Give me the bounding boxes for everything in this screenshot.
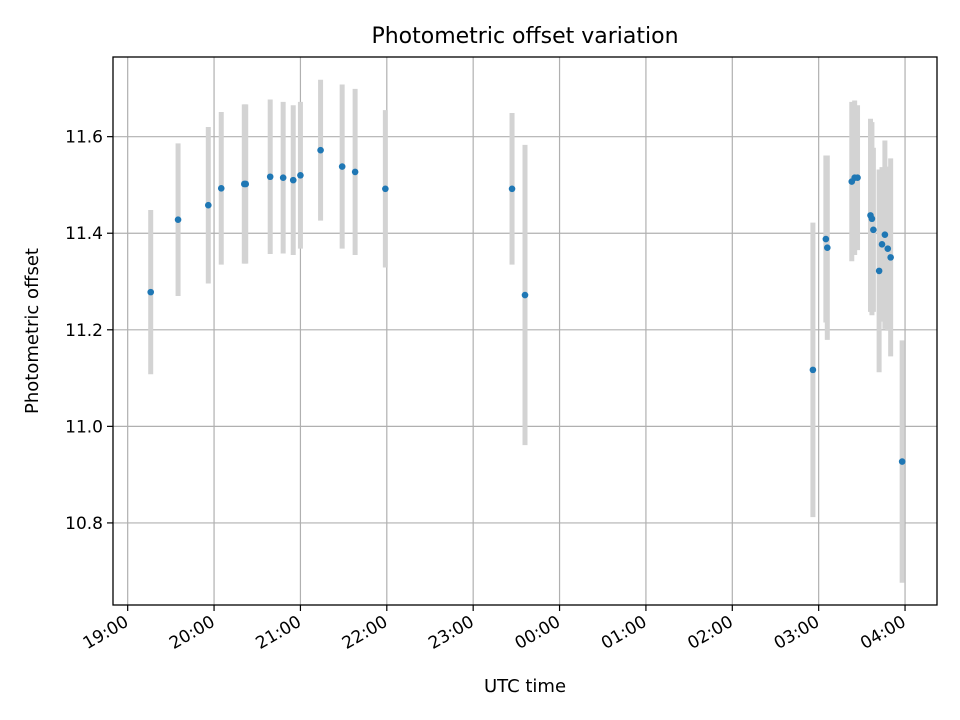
data-point: [351, 168, 359, 176]
x-tick-label: 03:00: [771, 612, 823, 654]
data-point: [174, 216, 182, 224]
error-bars: [148, 79, 905, 583]
x-tick-label: 20:00: [166, 612, 218, 654]
data-point: [878, 241, 886, 248]
data-point: [266, 173, 274, 181]
data-point: [875, 267, 883, 275]
data-point: [242, 180, 250, 188]
x-tick-label: 19:00: [80, 612, 132, 654]
y-tick-label: 11.4: [65, 224, 103, 244]
data-point: [854, 174, 861, 182]
data-point: [508, 185, 516, 193]
y-axis-label: Photometric offset: [22, 248, 43, 414]
x-tick-label: 21:00: [252, 612, 304, 654]
x-tick-label: 23:00: [425, 612, 477, 654]
data-point: [898, 458, 906, 465]
data-point: [868, 215, 876, 223]
x-tick-label: 01:00: [598, 612, 650, 654]
data-points: [147, 146, 906, 465]
x-axis-label: UTC time: [484, 676, 566, 697]
x-axis-ticks: 19:00 20:00 21:00 22:00 23:00 00:00 01:00 02:00…: [80, 605, 910, 654]
data-point: [317, 146, 324, 154]
x-tick-label: 22:00: [339, 612, 391, 654]
data-point: [870, 226, 877, 234]
data-point: [147, 288, 155, 296]
data-point: [338, 163, 346, 170]
data-point: [297, 171, 304, 179]
data-point: [382, 185, 389, 193]
data-point: [809, 366, 817, 374]
data-point: [279, 174, 287, 182]
data-point: [887, 254, 894, 261]
data-point: [217, 185, 225, 192]
data-point: [289, 176, 297, 184]
data-point: [822, 235, 830, 243]
y-axis-ticks: 10.8 11.0 11.2 11.4 11.6: [65, 128, 113, 534]
x-tick-label: 00:00: [512, 612, 564, 654]
y-tick-label: 11.2: [65, 321, 103, 341]
y-tick-label: 11.0: [65, 417, 103, 437]
data-point: [824, 244, 831, 252]
x-tick-label: 04:00: [857, 612, 909, 654]
plot-frame: [112, 56, 938, 606]
x-tick-label: 02:00: [684, 612, 736, 654]
data-point: [521, 291, 529, 299]
data-point: [884, 245, 892, 252]
data-point: [204, 201, 212, 209]
data-point: [881, 231, 889, 238]
y-tick-label: 11.6: [65, 128, 103, 148]
chart-title: Photometric offset variation: [371, 24, 678, 49]
y-tick-label: 10.8: [65, 514, 103, 534]
